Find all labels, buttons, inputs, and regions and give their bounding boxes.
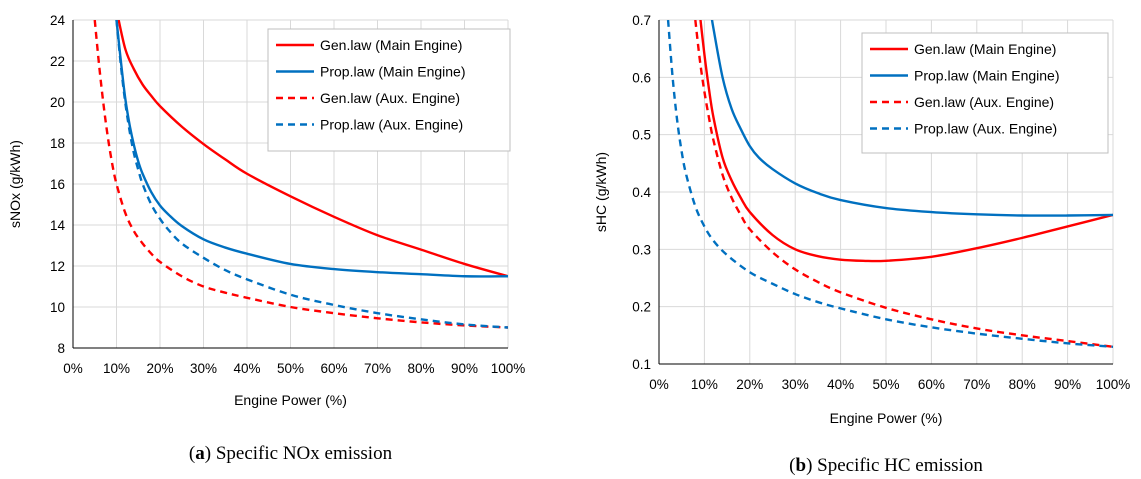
- series-line-1: [699, 20, 1113, 263]
- y-tick-label: 24: [50, 13, 66, 28]
- series-line-3: [93, 20, 508, 329]
- x-tick-label: 60%: [320, 361, 347, 376]
- legend-label: Prop.law (Aux. Engine): [914, 121, 1057, 137]
- series-line-2: [710, 20, 1113, 217]
- y-tick-label: 0.3: [632, 242, 651, 257]
- figure-caption: (b) Specific HC emission: [789, 455, 983, 476]
- legend-label: Prop.law (Main Engine): [914, 68, 1060, 84]
- figure-caption: (a) Specific NOx emission: [189, 443, 393, 464]
- x-tick-label: 50%: [872, 377, 899, 392]
- caption-letter: b: [795, 455, 806, 476]
- y-axis-label: sNOx (g/kWh): [7, 140, 23, 228]
- x-axis-label: Engine Power (%): [234, 392, 347, 408]
- y-tick-label: 20: [50, 95, 65, 110]
- x-tick-label: 40%: [827, 377, 854, 392]
- y-tick-label: 0.7: [632, 13, 651, 28]
- x-tick-label: 40%: [233, 361, 260, 376]
- chart-panel-b: 0% 10% 20% 30% 40% 50% 60% 70% 80% 90% 100% 0.1 0.2 0…: [593, 13, 1130, 476]
- legend-box: [267, 28, 511, 152]
- x-tick-label: 80%: [1009, 377, 1036, 392]
- legend-box: [861, 32, 1109, 154]
- x-tick-label: 0%: [649, 377, 669, 392]
- y-tick-label: 18: [50, 136, 65, 151]
- x-tick-label: 80%: [407, 361, 434, 376]
- y-tick-label: 22: [50, 54, 65, 69]
- y-tick-label: 10: [50, 300, 65, 315]
- series-line-2: [115, 20, 508, 278]
- x-tick-label: 10%: [103, 361, 130, 376]
- x-tick-label: 90%: [451, 361, 478, 376]
- y-tick-label: 14: [50, 218, 66, 233]
- legend-label: Gen.law (Aux. Engine): [320, 90, 460, 106]
- y-tick-label: 0.5: [632, 128, 651, 143]
- legend-label: Prop.law (Main Engine): [320, 64, 466, 80]
- x-tick-label: 30%: [190, 361, 217, 376]
- x-tick-label: 20%: [146, 361, 173, 376]
- caption-text: Specific HC emission: [817, 455, 983, 476]
- caption-open: (: [789, 455, 795, 476]
- x-tick-label: 90%: [1054, 377, 1081, 392]
- x-tick-label: 0%: [63, 361, 83, 376]
- y-tick-label: 12: [50, 259, 65, 274]
- x-tick-label: 30%: [782, 377, 809, 392]
- series-group: [666, 20, 1113, 348]
- legend-label: Gen.law (Aux. Engine): [914, 94, 1054, 110]
- x-tick-label: 10%: [691, 377, 718, 392]
- y-tick-label: 0.2: [632, 300, 651, 315]
- x-tick-label: 100%: [1096, 377, 1131, 392]
- legend: Gen.law (Main Engine) Prop.law (Main Engi…: [861, 32, 1109, 154]
- x-tick-label: 50%: [277, 361, 304, 376]
- caption-text: Specific NOx emission: [216, 443, 393, 464]
- legend: Gen.law (Main Engine) Prop.law (Main Engi…: [267, 28, 511, 152]
- x-axis-label: Engine Power (%): [830, 410, 943, 426]
- caption-letter: a: [195, 443, 205, 464]
- x-tick-label: 70%: [963, 377, 990, 392]
- series-line-4: [115, 20, 508, 329]
- series-line-4: [666, 20, 1113, 348]
- y-tick-label: 16: [50, 177, 65, 192]
- y-tick-label: 0.6: [632, 70, 651, 85]
- x-tick-label: 20%: [736, 377, 763, 392]
- x-tick-label: 60%: [918, 377, 945, 392]
- y-axis-label: sHC (g/kWh): [593, 152, 609, 232]
- series-line-1: [117, 20, 508, 278]
- caption-close: ): [205, 443, 216, 464]
- chart-panel-a: 0% 10% 20% 30% 40% 50% 60% 70% 80% 90% 100% 8 10 12 14…: [7, 13, 526, 464]
- series-group: [93, 20, 508, 329]
- y-tick-label: 8: [57, 341, 65, 356]
- y-tick-label: 0.4: [632, 185, 651, 200]
- series-line-3: [694, 20, 1113, 348]
- caption-close: ): [806, 455, 817, 476]
- y-tick-label: 0.1: [632, 357, 651, 372]
- legend-label: Prop.law (Aux. Engine): [320, 117, 463, 133]
- x-tick-label: 100%: [491, 361, 526, 376]
- caption-open: (: [189, 443, 195, 464]
- legend-label: Gen.law (Main Engine): [914, 41, 1056, 57]
- legend-label: Gen.law (Main Engine): [320, 37, 462, 53]
- x-tick-label: 70%: [364, 361, 391, 376]
